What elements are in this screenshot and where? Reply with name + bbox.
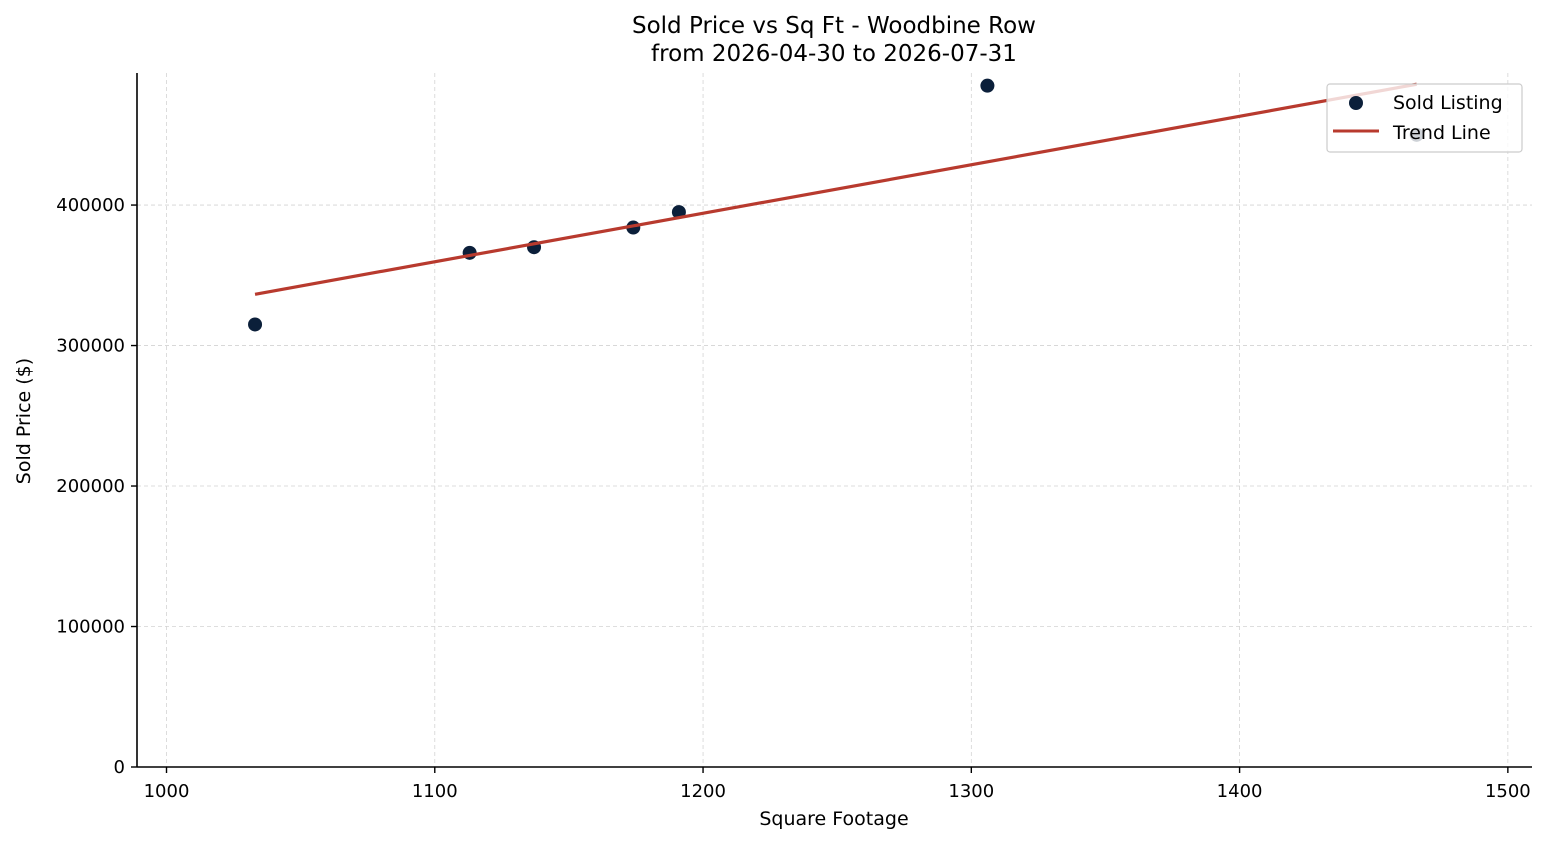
scatter-point [980,78,995,93]
axes: 1000 1100 1200 1300 1400 1500 0 100000 200000 300… [56,73,1532,802]
scatter-point [248,317,263,332]
x-tick-label: 1000 [144,781,190,802]
legend-marker-sold-listing [1349,96,1363,110]
chart-subtitle: from 2026-04-30 to 2026-07-31 [651,41,1017,67]
legend-box [1326,83,1523,153]
y-tick-label: 300000 [56,336,125,357]
x-tick-label: 1300 [948,781,994,802]
x-tick-label: 1500 [1485,781,1531,802]
y-tick-label: 0 [114,757,125,778]
grid-lines [137,73,1532,768]
chart-title: Sold Price vs Sq Ft - Woodbine Row [632,13,1036,39]
y-tick-label: 200000 [56,476,125,497]
y-tick-label: 100000 [56,617,125,638]
x-tick-label: 1200 [680,781,726,802]
legend: Sold Listing Trend Line [1326,83,1523,153]
x-tick-label: 1400 [1217,781,1263,802]
trend-line [254,82,1417,296]
x-axis-label: Square Footage [759,808,908,830]
x-tick-label: 1100 [412,781,458,802]
legend-label-sold-listing: Sold Listing [1393,92,1503,114]
y-tick-label: 400000 [56,195,125,216]
y-axis-label: Sold Price ($) [13,358,35,484]
legend-label-trend-line: Trend Line [1392,122,1491,144]
